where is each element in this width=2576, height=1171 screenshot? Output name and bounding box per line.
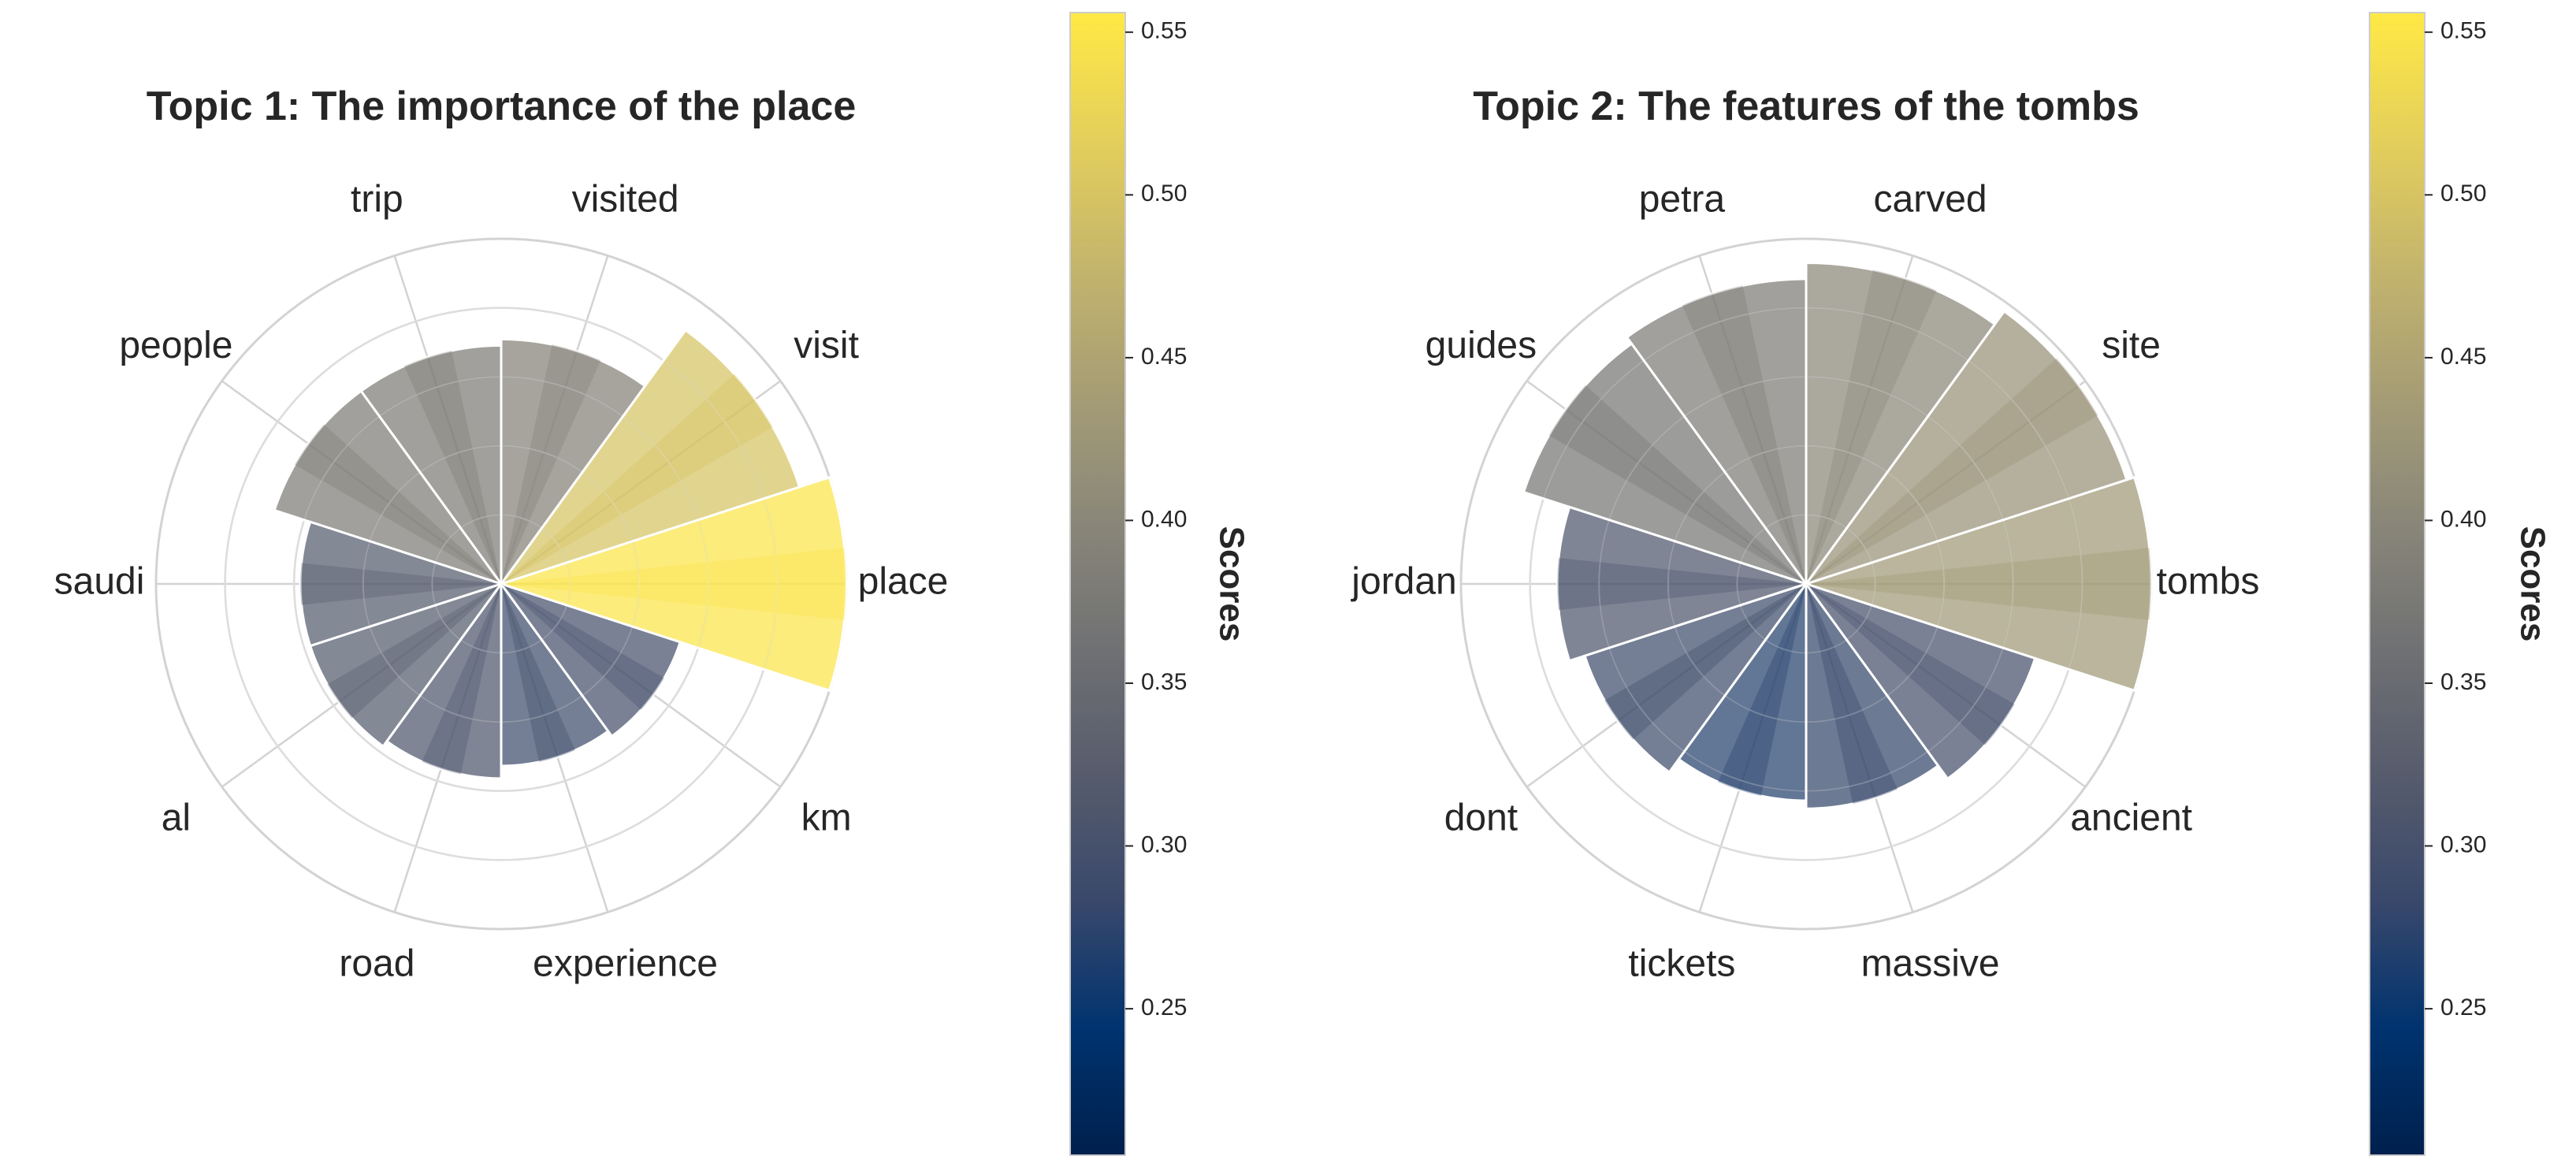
colorbar-tick-label: 0.45 — [2440, 344, 2486, 370]
bar-petra — [1625, 277, 1808, 588]
bar-site — [1803, 309, 2128, 586]
colorbar-tick-label: 0.35 — [2440, 669, 2486, 695]
colorbar-tick-label: 0.25 — [1141, 994, 1187, 1020]
grid-circle-overlay — [224, 307, 779, 861]
colorbar-gradient — [1069, 12, 1126, 1156]
grid-circle-overlay — [1667, 444, 1946, 723]
category-label: visit — [794, 325, 859, 366]
bar-guides — [1522, 341, 1809, 586]
chart-title: Topic 2: The features of the tombs — [1473, 84, 2139, 129]
grid-circle-overlay — [362, 444, 641, 723]
chart-panel-1: Topic 1: The importance of the place pla… — [54, 12, 1251, 1156]
colorbar-tick-label: 0.40 — [2440, 506, 2486, 532]
colorbar-label: Scores — [1212, 526, 1251, 642]
category-label: place — [858, 561, 949, 603]
bar-tombs — [1802, 475, 2153, 693]
bar-core-massive — [1806, 584, 1898, 804]
bar-core-dont — [1604, 584, 1806, 740]
bar-core-tombs — [1806, 548, 2151, 620]
colorbar: 0.25 0.30 0.35 0.40 0.45 0.50 0.55 Scores — [1069, 12, 1251, 1156]
category-label: road — [339, 943, 414, 985]
colorbar-tick-label: 0.55 — [1141, 18, 1187, 44]
bar-core-al — [327, 584, 501, 719]
bar-people — [273, 389, 504, 586]
colorbar-tick-label: 0.55 — [2440, 18, 2486, 44]
bar-trip — [359, 344, 503, 588]
colorbar-ticks: 0.25 0.30 0.35 0.40 0.45 0.50 0.55 — [1125, 18, 1187, 1020]
bar-saudi — [299, 520, 505, 648]
colorbar-tick-label: 0.45 — [1141, 344, 1187, 370]
bar-tickets — [1677, 580, 1808, 802]
category-label: tombs — [2157, 561, 2260, 603]
bar-core-experience — [501, 584, 575, 762]
bar-core-petra — [1682, 285, 1806, 584]
category-label: tickets — [1628, 943, 1735, 985]
colorbar-tick-label: 0.40 — [1141, 506, 1187, 532]
chart-panel-2: Topic 2: The features of the tombs tombs… — [1350, 12, 2552, 1156]
grid-circle-overlay — [1598, 376, 2014, 792]
colorbar-label: Scores — [2513, 526, 2552, 642]
category-label: saudi — [54, 561, 145, 603]
colorbar-tick-label: 0.50 — [1141, 180, 1187, 206]
bars — [273, 328, 848, 780]
bars — [1522, 262, 2153, 810]
colorbar-tick-label: 0.30 — [1141, 831, 1187, 857]
grid-circle-overlay — [293, 376, 709, 792]
bar-core-km — [501, 584, 664, 710]
category-label: jordan — [1350, 561, 1456, 603]
chart-title: Topic 1: The importance of the place — [147, 84, 857, 129]
bar-al — [308, 582, 504, 749]
category-label: site — [2102, 325, 2161, 366]
bar-jordan — [1556, 505, 1810, 663]
bar-core-trip — [403, 350, 501, 584]
colorbar-gradient — [2369, 12, 2425, 1156]
bar-core-jordan — [1557, 557, 1806, 611]
bar-dont — [1583, 582, 1809, 775]
colorbar-ticks: 0.25 0.30 0.35 0.40 0.45 0.50 0.55 — [2425, 18, 2486, 1020]
bar-core-carved — [1806, 270, 1937, 584]
bar-carved — [1805, 262, 1997, 588]
bar-core-tickets — [1718, 584, 1806, 797]
bar-ancient — [1803, 582, 2037, 781]
colorbar-tick-label: 0.25 — [2440, 994, 2486, 1020]
category-label: petra — [1639, 179, 1726, 221]
bar-km — [498, 582, 682, 738]
grid-circle-overlay — [1529, 307, 2083, 861]
bar-core-visit — [501, 374, 773, 584]
bar-core-saudi — [300, 563, 501, 605]
bar-place — [497, 475, 848, 693]
category-label: dont — [1444, 797, 1518, 838]
bar-core-ancient — [1806, 584, 2015, 745]
colorbar-tick-label: 0.35 — [1141, 669, 1187, 695]
bar-core-guides — [1548, 385, 1806, 584]
category-label: visited — [572, 179, 679, 221]
category-label: al — [162, 797, 191, 838]
bar-massive — [1805, 580, 1940, 810]
colorbar-tick-label: 0.50 — [2440, 180, 2486, 206]
category-label: carved — [1874, 179, 1987, 221]
bar-visited — [500, 337, 647, 588]
category-label: experience — [533, 943, 718, 985]
polar-plot: place visit visited trip people saudi al road ex… — [54, 179, 949, 985]
category-label: ancient — [2070, 797, 2192, 838]
bar-core-place — [501, 548, 846, 620]
category-label: guides — [1426, 325, 1537, 366]
bar-core-people — [294, 424, 501, 584]
polar-plot: tombs site carved petra guides jordan dont tick… — [1350, 179, 2259, 985]
bar-core-road — [422, 584, 501, 775]
bar-experience — [500, 580, 610, 768]
colorbar-tick-label: 0.30 — [2440, 831, 2486, 857]
grid-circle-overlay — [431, 514, 571, 654]
grid-circle-overlay — [1736, 514, 1876, 654]
category-label: km — [801, 797, 852, 838]
category-label: people — [119, 325, 232, 366]
category-label: trip — [351, 179, 403, 221]
bar-visit — [498, 328, 801, 586]
bar-road — [385, 580, 503, 780]
bar-core-visited — [501, 344, 601, 584]
bar-core-site — [1806, 358, 2098, 584]
colorbar: 0.25 0.30 0.35 0.40 0.45 0.50 0.55 Scores — [2369, 12, 2552, 1156]
category-label: massive — [1861, 943, 2000, 985]
